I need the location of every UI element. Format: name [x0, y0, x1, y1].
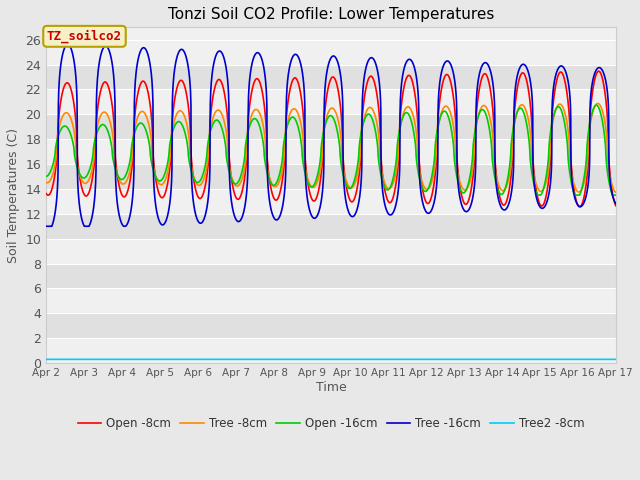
Text: TZ_soilco2: TZ_soilco2 [47, 30, 122, 43]
Open -16cm [141, 125, 149, 131]
Tree -8cm [42, 180, 50, 185]
Open -8cm [576, 204, 584, 210]
Open -16cm [108, 141, 115, 146]
Open -16cm [42, 174, 50, 180]
Tree -16cm [108, 56, 115, 62]
X-axis label: Time: Time [316, 381, 346, 394]
Tree -8cm [285, 113, 293, 119]
Tree2 -8cm [141, 357, 149, 362]
Tree -16cm [601, 74, 609, 80]
Open -16cm [593, 102, 600, 108]
Tree2 -8cm [285, 357, 293, 362]
Tree2 -8cm [260, 357, 268, 362]
Tree2 -8cm [612, 357, 620, 362]
Tree2 -8cm [540, 357, 547, 362]
Tree -8cm [260, 132, 268, 137]
Tree2 -8cm [108, 357, 115, 362]
Tree -16cm [612, 201, 620, 206]
Y-axis label: Soil Temperatures (C): Soil Temperatures (C) [7, 128, 20, 263]
Tree2 -8cm [42, 357, 50, 362]
Open -16cm [612, 192, 620, 198]
Bar [46, 164, 616, 189]
Line: Open -8cm: Open -8cm [46, 71, 616, 207]
Open -16cm [260, 156, 268, 162]
Bar [46, 264, 616, 288]
Tree -8cm [540, 187, 547, 192]
Line: Open -16cm: Open -16cm [46, 105, 616, 195]
Tree2 -8cm [601, 357, 609, 362]
Tree -8cm [108, 123, 115, 129]
Open -8cm [285, 90, 293, 96]
Open -8cm [42, 191, 50, 196]
Bar [46, 114, 616, 139]
Tree -16cm [42, 223, 50, 229]
Open -8cm [612, 203, 620, 209]
Line: Tree -8cm: Tree -8cm [46, 104, 616, 192]
Bar [46, 214, 616, 239]
Open -8cm [260, 105, 268, 111]
Tree -16cm [261, 71, 269, 77]
Legend: Open -8cm, Tree -8cm, Open -16cm, Tree -16cm, Tree2 -8cm: Open -8cm, Tree -8cm, Open -16cm, Tree -… [73, 413, 589, 435]
Open -16cm [285, 118, 293, 123]
Title: Tonzi Soil CO2 Profile: Lower Temperatures: Tonzi Soil CO2 Profile: Lower Temperatur… [168, 7, 494, 22]
Tree -16cm [64, 41, 72, 47]
Tree -8cm [612, 190, 620, 195]
Open -8cm [141, 80, 149, 85]
Tree -16cm [141, 46, 149, 51]
Tree -16cm [285, 64, 293, 70]
Open -16cm [534, 192, 542, 198]
Open -8cm [108, 96, 115, 102]
Tree -8cm [601, 118, 609, 124]
Open -16cm [601, 136, 609, 142]
Bar [46, 65, 616, 89]
Open -8cm [540, 202, 547, 208]
Tree -8cm [141, 111, 149, 117]
Tree -8cm [594, 101, 602, 107]
Line: Tree -16cm: Tree -16cm [46, 44, 616, 226]
Open -8cm [595, 68, 602, 74]
Open -8cm [601, 89, 609, 95]
Tree -16cm [540, 205, 547, 211]
Open -16cm [540, 186, 547, 192]
Bar [46, 313, 616, 338]
